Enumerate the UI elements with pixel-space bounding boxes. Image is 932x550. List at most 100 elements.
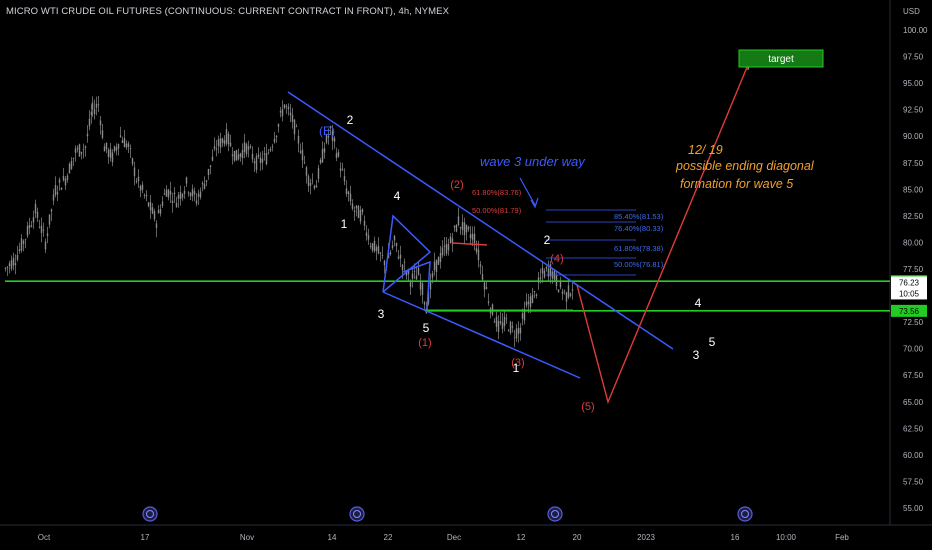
candle-body	[539, 277, 542, 279]
candle-body	[225, 129, 228, 144]
fib-level-label: 50.00%(81.79)	[472, 206, 522, 215]
target-box[interactable]	[738, 49, 824, 68]
x-tick-label: 2023	[637, 533, 655, 542]
candle-body	[363, 220, 366, 226]
candle-body	[103, 146, 106, 152]
candle-body	[549, 264, 552, 277]
candle-body	[565, 292, 568, 302]
candle-body	[345, 188, 348, 195]
candle-body	[46, 233, 49, 237]
candle-body	[339, 168, 342, 171]
candle-body	[209, 165, 212, 167]
wave3-note: wave 3 under way	[480, 154, 586, 169]
candle-body	[469, 234, 472, 239]
price-tag-label: 10:05	[899, 289, 920, 298]
fib-level-label: 50.00%(76.81)	[614, 260, 664, 269]
candle-body	[221, 138, 224, 143]
candle-body	[245, 143, 248, 155]
candle-body	[10, 260, 13, 269]
candle-body	[247, 146, 250, 150]
candle-body	[517, 328, 520, 334]
event-icon[interactable]	[547, 506, 563, 522]
event-markers[interactable]	[142, 506, 753, 522]
lower-channel-line[interactable]	[382, 291, 581, 379]
wave-label-1b: 1	[513, 361, 520, 375]
x-tick-label: 12	[517, 533, 526, 542]
candle-body	[333, 137, 336, 142]
candle-body	[483, 282, 486, 290]
candle-body	[447, 243, 450, 251]
candle-body	[199, 191, 202, 198]
candle-body	[76, 147, 79, 150]
candle-body	[163, 193, 166, 195]
triangle-pattern-small[interactable]	[402, 260, 431, 311]
y-tick-label: 70.00	[903, 345, 924, 354]
wave-label-5a: 5	[423, 321, 430, 335]
candle-body	[91, 102, 94, 109]
candle-body	[471, 233, 474, 240]
event-icon[interactable]	[142, 506, 158, 522]
candle-body	[217, 139, 220, 146]
candle-body	[439, 253, 442, 262]
event-icon-inner	[741, 510, 749, 518]
candle-body	[233, 150, 236, 161]
candle-body	[369, 246, 372, 248]
trendlines[interactable]	[287, 91, 674, 379]
candle-body	[99, 120, 102, 126]
candle-body	[321, 149, 324, 163]
candle-body	[379, 252, 382, 254]
candle-body	[475, 248, 478, 252]
candle-body	[533, 291, 536, 293]
y-tick-label: 90.00	[903, 132, 924, 141]
y-axis[interactable]: 100.00 97.50 95.00 92.50 90.00 87.50 85.00 82.5…	[903, 26, 928, 513]
candle-body	[465, 224, 468, 233]
candle-body	[335, 153, 338, 158]
chart-title: MICRO WTI CRUDE OIL FUTURES (CONTINUOUS:…	[6, 6, 450, 17]
candle-body	[241, 150, 244, 159]
candle-body	[107, 149, 110, 157]
candle-body	[263, 153, 266, 155]
candle-body	[451, 238, 454, 245]
price-tag	[891, 304, 927, 317]
y-tick-label: 57.50	[903, 477, 924, 486]
candle-body	[509, 321, 512, 333]
candle-body	[523, 308, 526, 321]
candle-body	[187, 192, 190, 194]
projection-path[interactable]	[576, 59, 751, 405]
candle-body	[251, 153, 254, 160]
candle-body	[88, 118, 91, 127]
candle-body	[305, 167, 308, 176]
candle-body	[495, 316, 498, 327]
candle-body	[74, 148, 77, 153]
candle-body	[391, 245, 394, 249]
upper-channel-line[interactable]	[287, 91, 674, 350]
candle-body	[557, 289, 560, 293]
candle-body	[197, 193, 200, 197]
candle-body	[331, 131, 334, 141]
candle-body	[563, 290, 566, 292]
candle-body	[243, 142, 246, 152]
candle-body	[395, 242, 398, 247]
candle-body	[473, 233, 476, 243]
candle-body	[42, 229, 45, 231]
candle-body	[441, 247, 444, 256]
price-tag-label: 76.23	[899, 278, 920, 287]
candle-body	[429, 280, 432, 290]
x-axis[interactable]: Oct 17 Nov 14 22 Dec 12 20 2023 16 10:00 Feb	[38, 533, 850, 542]
event-icon[interactable]	[349, 506, 365, 522]
candle-body	[329, 126, 332, 129]
triangle-pattern[interactable]	[382, 214, 432, 293]
candle-body	[531, 294, 534, 304]
event-icon-inner	[146, 510, 154, 518]
candle-body	[68, 163, 71, 174]
price-tag	[891, 276, 927, 289]
diagonal-note-1: possible ending diagonal	[675, 159, 815, 173]
wave-label-e: (E)	[319, 124, 335, 138]
candle-body	[449, 236, 452, 243]
candle-body	[189, 192, 192, 197]
event-icon[interactable]	[737, 506, 753, 522]
candle-body	[223, 140, 226, 145]
wave-label-5b: 5	[709, 335, 716, 349]
